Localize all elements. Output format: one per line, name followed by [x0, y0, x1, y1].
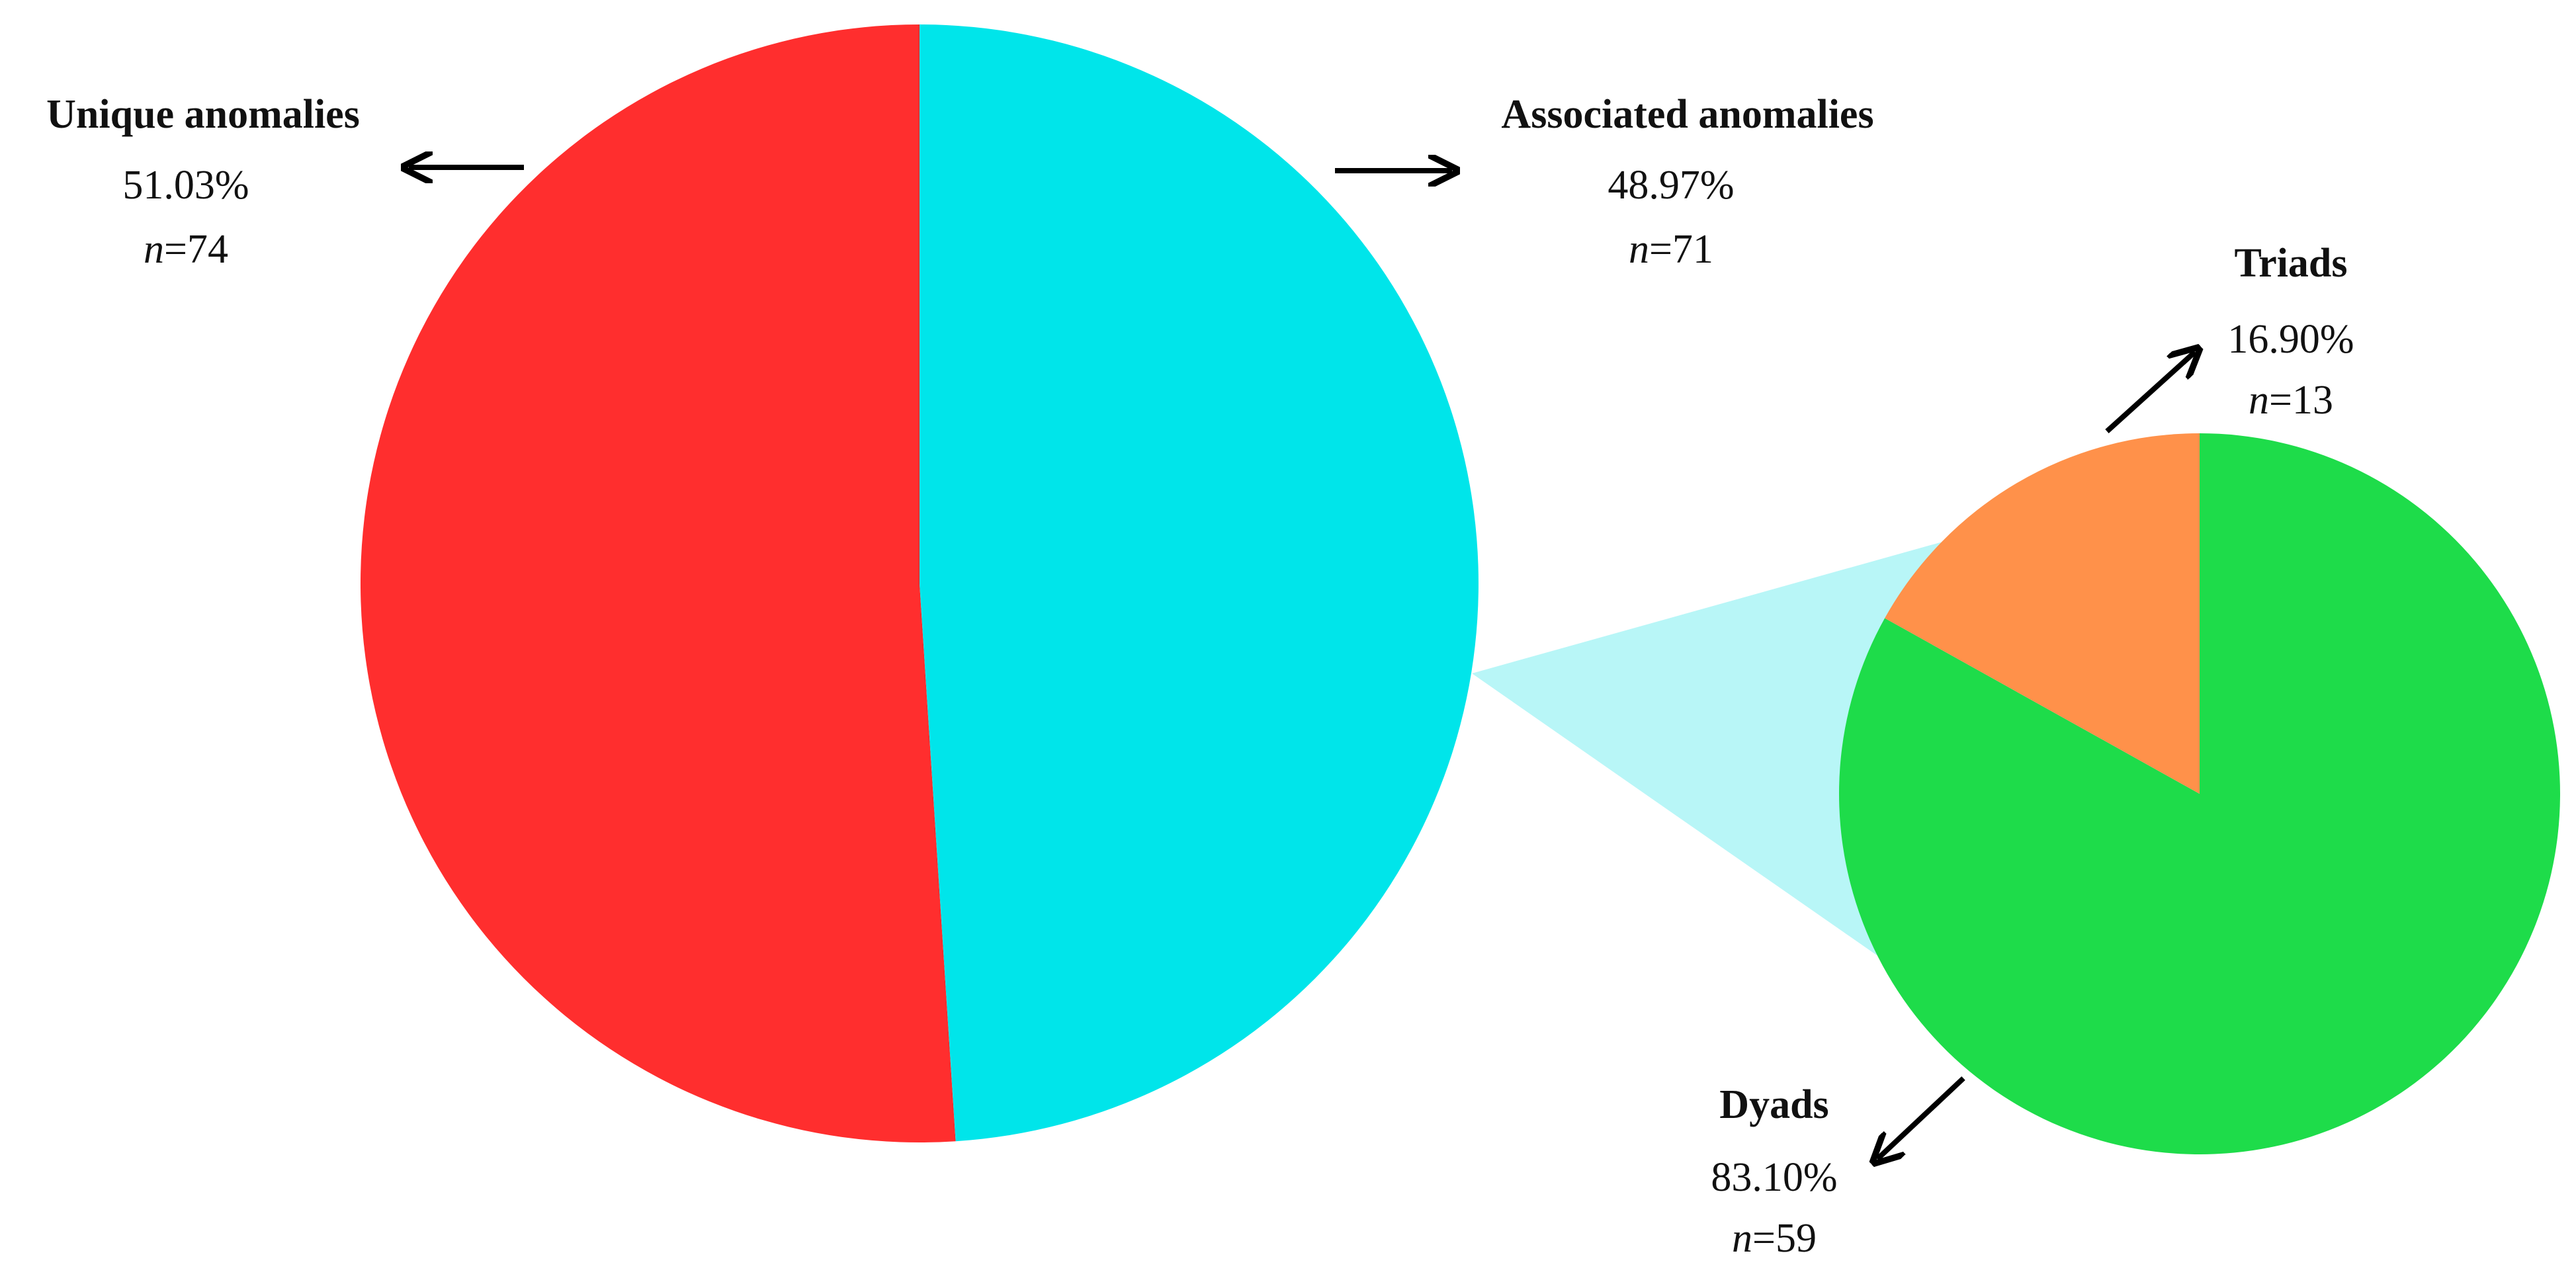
arrow-triads	[2105, 352, 2195, 433]
connector-band	[1472, 541, 1945, 966]
pie-slice-dyads	[1838, 433, 2560, 1154]
label-associated-anomalies-n: n=71	[1629, 227, 1713, 272]
label-dyads-n: n=59	[1732, 1216, 1817, 1261]
label-triads-n: n=13	[2249, 378, 2333, 423]
pie-slice-unique-anomalies	[360, 24, 956, 1142]
label-dyads-title: Dyads	[1719, 1082, 1828, 1127]
label-unique-anomalies-n: n=74	[144, 227, 228, 272]
arrow-dyads	[1877, 1076, 1965, 1159]
label-triads-percent: 16.90%	[2227, 317, 2354, 362]
pie-slice-triads	[1885, 433, 2200, 794]
label-associated-anomalies-title: Associated anomalies	[1501, 92, 1873, 137]
label-triads-title: Triads	[2234, 241, 2347, 286]
label-associated-anomalies-percent: 48.97%	[1608, 163, 1734, 208]
pie-slice-associated-anomalies	[920, 24, 1479, 1142]
label-unique-anomalies-title: Unique anomalies	[46, 92, 360, 137]
secondary-pie	[1838, 433, 2560, 1154]
label-unique-anomalies-percent: 51.03%	[122, 163, 249, 208]
main-pie	[360, 24, 1479, 1142]
label-dyads-percent: 83.10%	[1711, 1155, 1837, 1200]
